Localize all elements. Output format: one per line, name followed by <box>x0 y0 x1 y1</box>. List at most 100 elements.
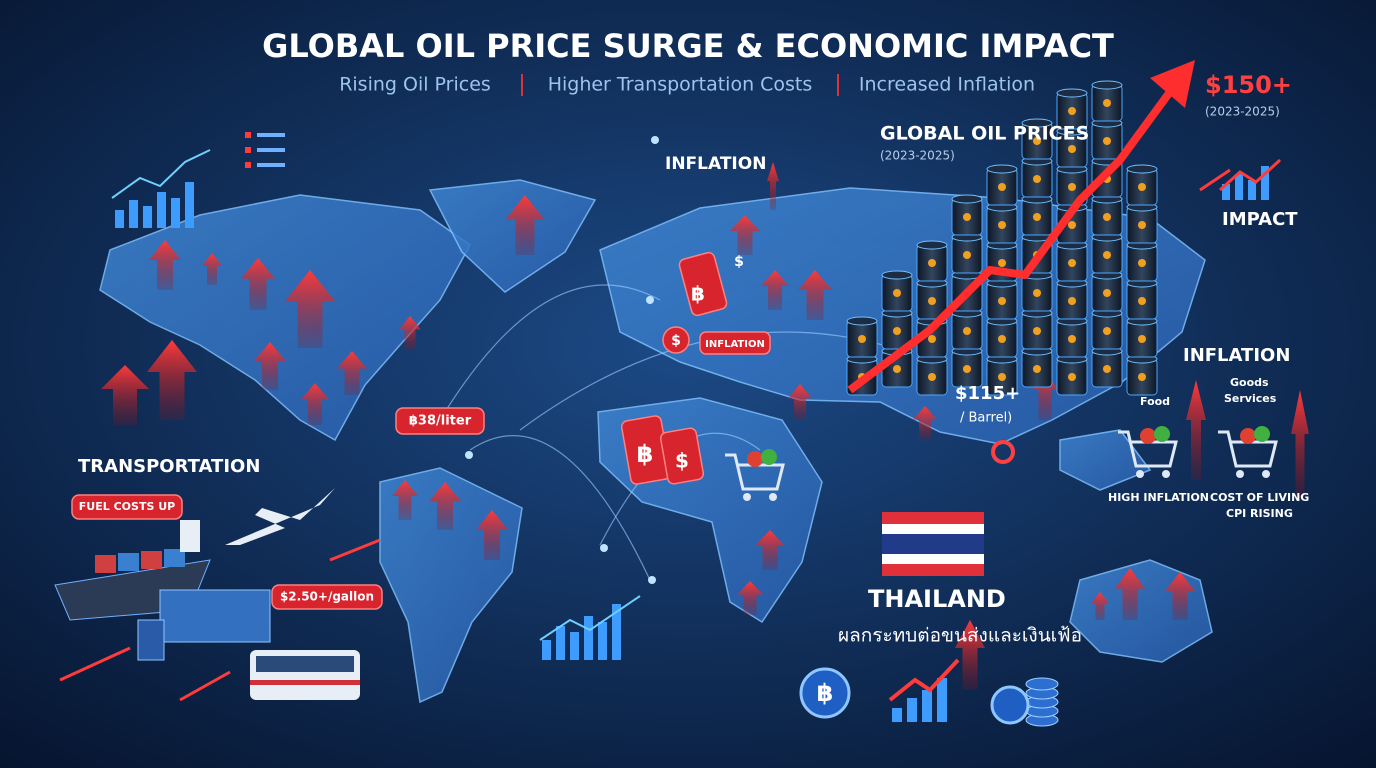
route-node <box>646 296 654 304</box>
chart-bar <box>612 604 621 660</box>
barrel-drop <box>1138 221 1146 229</box>
oil-label: GLOBAL OIL PRICES <box>880 123 1089 145</box>
barrel-drop <box>1138 373 1146 381</box>
barrel-drop <box>963 327 971 335</box>
thailand-label: THAILAND <box>868 585 1006 613</box>
barrel-drop <box>1033 289 1041 297</box>
baht-coin <box>799 667 851 719</box>
peak-period: (2023-2025) <box>1205 105 1280 119</box>
barrel-drop <box>1138 335 1146 343</box>
up-arrow <box>761 270 789 310</box>
up-arrow <box>429 482 461 530</box>
price-tag <box>659 427 705 485</box>
barrel-drop <box>998 183 1006 191</box>
barrel-drop <box>928 297 936 305</box>
truck-box <box>159 589 271 643</box>
barrel-drop <box>1103 137 1111 145</box>
barrel-top <box>1126 164 1158 174</box>
barrel-drop <box>963 213 971 221</box>
barrel-drop <box>1068 297 1076 305</box>
barrel-drop <box>928 373 936 381</box>
barrel-drop <box>1068 221 1076 229</box>
subtitle-item: Increased Inflation <box>859 74 1035 96</box>
route-arc <box>469 435 651 581</box>
dollar-badge <box>662 326 690 354</box>
high-inflation: HIGH INFLATION <box>1108 491 1209 504</box>
airplane <box>225 488 335 545</box>
mid-unit: / Barrel) <box>960 411 1012 426</box>
cart <box>1218 430 1278 468</box>
gallon-tag: $2.50+/gallon <box>280 590 374 604</box>
inflation-label: INFLATION <box>1183 345 1290 366</box>
cart-wheel <box>1162 470 1170 478</box>
chart-bar <box>1222 184 1230 200</box>
chart-line <box>888 658 960 702</box>
barrel-drop <box>963 251 971 259</box>
chart-line <box>111 149 211 199</box>
barrel-drop <box>1033 213 1041 221</box>
truck-cab <box>137 619 165 661</box>
tag-symbol: ฿ <box>637 440 654 468</box>
chart-bar <box>1248 180 1256 200</box>
chart-bar <box>907 698 917 722</box>
coin <box>1025 677 1059 691</box>
up-arrow <box>1091 592 1109 620</box>
up-arrow <box>254 342 286 390</box>
peak-price: $150+ <box>1205 71 1292 99</box>
up-arrow <box>202 253 222 285</box>
tag-symbol: $ <box>734 254 744 270</box>
chart-bar <box>922 690 932 722</box>
impact-label: IMPACT <box>1222 209 1298 230</box>
route-node <box>648 576 656 584</box>
trend-arrowhead <box>1150 60 1195 108</box>
flag-stripe <box>882 534 984 554</box>
trend-arrow <box>329 538 381 562</box>
cart-wheel <box>743 493 751 501</box>
barrel-drop <box>1068 145 1076 153</box>
list-line <box>257 163 285 167</box>
ship-bridge <box>180 520 200 552</box>
cart-wheel <box>1262 470 1270 478</box>
flag-stripe <box>882 554 984 564</box>
produce <box>1254 426 1270 442</box>
trend-arrow <box>179 670 231 702</box>
up-arrow <box>798 270 832 320</box>
barrel-drop <box>1033 175 1041 183</box>
up-arrow <box>955 620 985 690</box>
barrel-top <box>1056 88 1088 98</box>
barrel-drop <box>928 259 936 267</box>
inflation-tag: INFLATION <box>705 339 765 350</box>
price-trend <box>847 82 1179 394</box>
barrel-drop <box>1033 137 1041 145</box>
barrel-drop <box>1103 213 1111 221</box>
up-arrow <box>337 351 367 395</box>
list-dot <box>245 147 251 153</box>
chart-bar <box>143 206 152 228</box>
continent <box>428 179 597 293</box>
up-arrow <box>767 162 779 210</box>
cpi-rising: CPI RISING <box>1226 507 1293 520</box>
chart-line <box>539 595 641 641</box>
list-dot <box>245 132 251 138</box>
up-arrow <box>285 270 335 348</box>
route-node <box>465 451 473 459</box>
barrel-drop <box>1103 365 1111 373</box>
barrel-drop <box>928 335 936 343</box>
barrel-drop <box>893 327 901 335</box>
trend-arrow <box>1199 168 1231 192</box>
flag-stripe <box>882 524 984 534</box>
produce <box>1154 426 1170 442</box>
barrel-drop <box>1068 183 1076 191</box>
up-arrow <box>730 215 760 255</box>
chart-bar <box>115 210 124 228</box>
up-arrow <box>149 240 181 290</box>
barrel-drop <box>998 373 1006 381</box>
food-label: Food <box>1140 395 1170 408</box>
flag-stripe <box>882 512 984 524</box>
barrel-top <box>916 240 948 250</box>
route-arc <box>439 284 661 421</box>
barrel-top <box>1021 118 1053 128</box>
subtitle-item: Rising Oil Prices <box>339 74 491 96</box>
barrel-drop <box>1103 251 1111 259</box>
barrel-drop <box>998 335 1006 343</box>
